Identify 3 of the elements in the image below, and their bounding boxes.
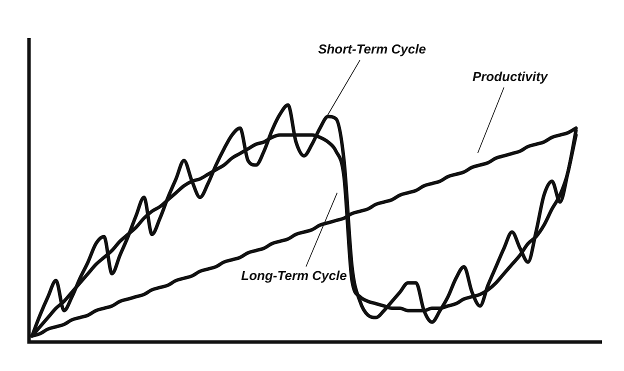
- text: Productivity: [472, 68, 548, 84]
- text: Short-Term Cycle: [318, 42, 426, 57]
- series-label: Long-Term Cycle: [241, 268, 347, 284]
